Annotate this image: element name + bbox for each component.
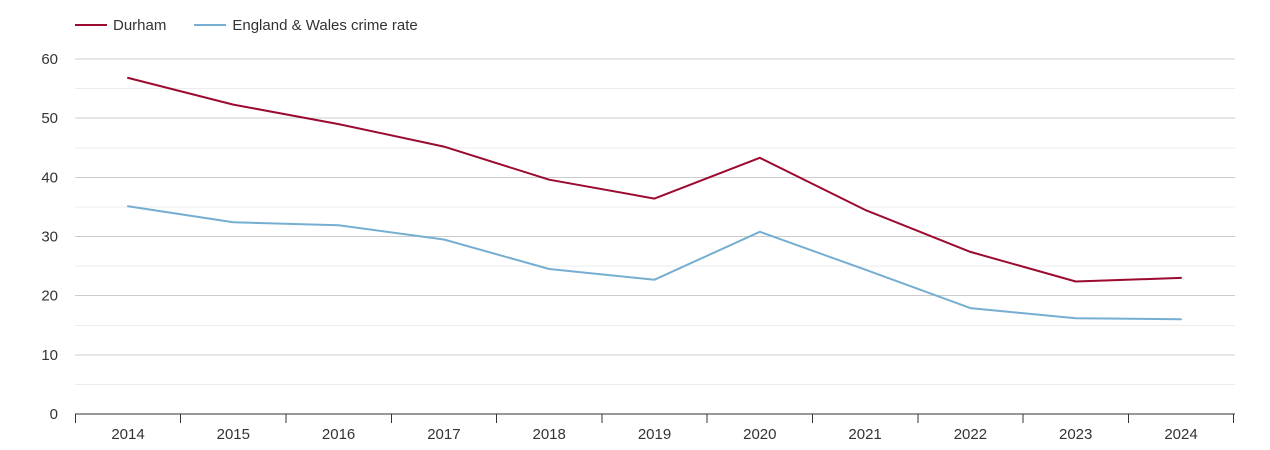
data-point[interactable] (755, 227, 765, 237)
data-point[interactable] (1176, 314, 1186, 324)
data-point[interactable] (228, 217, 238, 227)
data-point[interactable] (1176, 273, 1186, 283)
y-tick-label: 60 (41, 51, 58, 68)
data-point[interactable] (755, 153, 765, 163)
x-tick-label: 2015 (217, 426, 250, 443)
y-tick-label: 20 (41, 288, 58, 305)
y-tick-label: 10 (41, 347, 58, 364)
x-tick-label: 2017 (427, 426, 460, 443)
chart-legend: Durham England & Wales crime rate (75, 14, 446, 36)
series-line-england-wales[interactable] (127, 205, 1182, 321)
data-point[interactable] (860, 205, 870, 215)
x-tick-label: 2022 (954, 426, 987, 443)
series-line-durham[interactable] (127, 76, 1182, 283)
x-tick-label: 2019 (638, 426, 671, 443)
legend-label-durham: Durham (113, 16, 167, 34)
legend-label-england-wales: England & Wales crime rate (232, 16, 418, 34)
data-point[interactable] (228, 100, 238, 110)
legend-swatch-england-wales (194, 24, 227, 26)
legend-item-england-wales[interactable]: England & Wales crime rate (194, 16, 418, 34)
data-point[interactable] (1071, 313, 1081, 323)
data-point[interactable] (439, 142, 449, 152)
legend-item-durham[interactable]: Durham (75, 17, 166, 34)
axis-layer: 0 10 20 30 40 50 60 2014 2015 2016 2017 2018 2019 202… (41, 51, 1235, 443)
data-point[interactable] (544, 264, 554, 274)
x-tick-label: 2023 (1059, 426, 1092, 443)
x-tick-label: 2021 (848, 426, 881, 443)
data-point[interactable] (860, 265, 870, 275)
y-tick-label: 0 (50, 406, 58, 423)
grid-layer (75, 58, 1235, 385)
data-point[interactable] (123, 73, 133, 83)
y-tick-label: 40 (41, 169, 58, 186)
series-layer (123, 73, 1186, 324)
data-point[interactable] (1071, 276, 1081, 286)
x-tick-label: 2014 (111, 426, 144, 443)
x-tick-label: 2020 (743, 426, 776, 443)
x-tick-label: 2016 (322, 426, 355, 443)
data-point[interactable] (334, 119, 344, 129)
data-point[interactable] (544, 175, 554, 185)
data-point[interactable] (334, 220, 344, 230)
x-tick-label: 2018 (533, 426, 566, 443)
data-point[interactable] (650, 194, 660, 204)
data-point[interactable] (650, 275, 660, 285)
data-point[interactable] (965, 247, 975, 257)
data-point[interactable] (965, 303, 975, 313)
legend-swatch-durham (75, 24, 107, 26)
data-point[interactable] (123, 201, 133, 211)
y-tick-label: 30 (41, 229, 58, 246)
data-point[interactable] (439, 234, 449, 244)
x-tick-label: 2024 (1164, 426, 1197, 443)
y-tick-label: 50 (41, 110, 58, 127)
